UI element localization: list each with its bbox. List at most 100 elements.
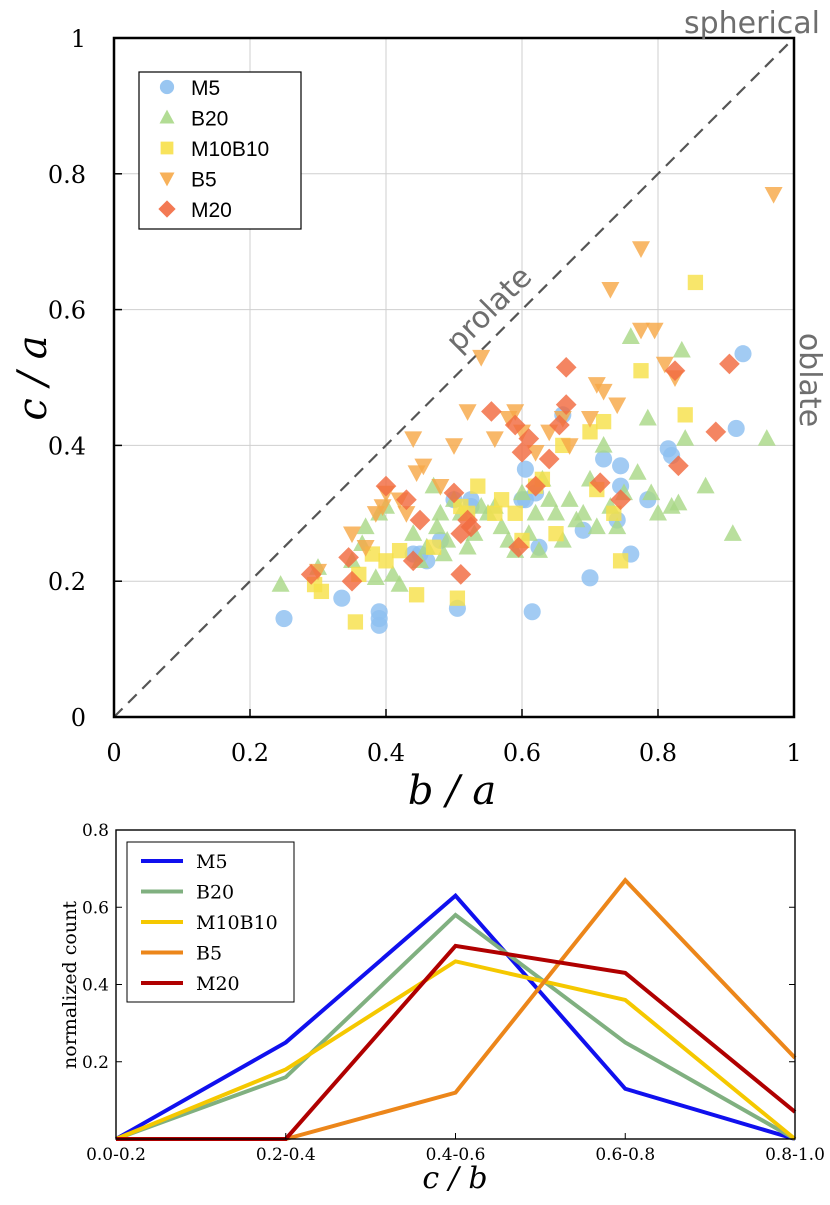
point-m10b10 bbox=[493, 492, 510, 508]
scatter-ytick-label: 0.8 bbox=[48, 161, 86, 189]
point-b5 bbox=[373, 499, 392, 516]
point-m20 bbox=[409, 509, 431, 531]
line-ytick-label: 0.2 bbox=[82, 1053, 109, 1073]
point-b20 bbox=[669, 493, 688, 511]
point-m20 bbox=[375, 475, 397, 497]
point-b20 bbox=[574, 503, 593, 521]
point-b20 bbox=[560, 490, 579, 507]
point-m20 bbox=[300, 564, 322, 585]
line-xtick-label: 0.2-0.4 bbox=[256, 1145, 316, 1165]
point-m10b10 bbox=[391, 542, 408, 559]
scatter-ytick-label: 1 bbox=[71, 25, 86, 53]
scatter-ytick-label: 0.6 bbox=[48, 297, 86, 325]
point-b20 bbox=[628, 463, 647, 480]
point-m20 bbox=[341, 570, 363, 592]
point-m10b10 bbox=[347, 614, 364, 630]
point-b20 bbox=[271, 575, 290, 592]
point-b20 bbox=[540, 490, 559, 507]
point-b20 bbox=[672, 340, 691, 358]
annotation-spherical: spherical bbox=[684, 6, 820, 41]
point-b20 bbox=[608, 517, 627, 535]
point-b5 bbox=[645, 322, 664, 340]
scatter-legend: M5 B20 M10B10 B5 M20 bbox=[138, 71, 302, 230]
point-b5 bbox=[526, 444, 545, 462]
point-m5 bbox=[581, 569, 599, 587]
point-b5 bbox=[632, 322, 650, 340]
point-m20 bbox=[610, 489, 631, 511]
point-b5 bbox=[506, 404, 525, 421]
point-b20 bbox=[696, 476, 715, 494]
point-b5 bbox=[594, 383, 613, 401]
point-b20 bbox=[642, 483, 661, 501]
point-b20 bbox=[621, 327, 640, 344]
point-m20 bbox=[705, 421, 727, 443]
legend-marker-m20 bbox=[158, 200, 176, 218]
point-m20 bbox=[538, 448, 560, 470]
line-ticks: 0.0-0.2 0.2-0.4 0.4-0.6 0.6-0.8 0.8-1.0 0.2 0.… bbox=[82, 821, 825, 1165]
point-m20 bbox=[555, 356, 577, 378]
point-b5 bbox=[601, 282, 620, 299]
point-b20 bbox=[513, 483, 531, 501]
scatter-panel: 0 0.2 0.4 0.6 0.8 1 0 0.2 0.4 0.6 0.8 1 b / a c / a… bbox=[10, 6, 827, 814]
point-b20 bbox=[649, 503, 667, 521]
point-b5 bbox=[458, 404, 477, 421]
point-b20 bbox=[526, 503, 545, 521]
annotation-oblate: oblate bbox=[792, 333, 827, 427]
point-m20 bbox=[549, 414, 570, 436]
point-m10b10 bbox=[507, 505, 523, 521]
point-b20 bbox=[723, 524, 742, 541]
line-legend-label-m10b10: M10B10 bbox=[196, 912, 278, 934]
legend-marker-m5 bbox=[159, 79, 175, 95]
point-m5 bbox=[516, 460, 534, 478]
line-legend-label-m20: M20 bbox=[196, 973, 240, 995]
line-ytick-label: 0.6 bbox=[82, 898, 109, 918]
scatter-ticks: 0 0.2 0.4 0.6 0.8 1 0 0.2 0.4 0.6 0.8 1 bbox=[48, 25, 802, 767]
point-b5 bbox=[431, 478, 450, 496]
point-m10b10 bbox=[677, 407, 693, 423]
point-b5 bbox=[581, 411, 599, 428]
point-b20 bbox=[404, 524, 423, 541]
point-b20 bbox=[757, 429, 776, 446]
scatter-xtick-label: 1 bbox=[786, 739, 801, 767]
point-b20 bbox=[676, 429, 695, 446]
point-b20 bbox=[383, 564, 402, 582]
line-b20 bbox=[115, 912, 796, 1141]
legend-label-m20: M20 bbox=[191, 199, 232, 222]
point-m10b10 bbox=[612, 553, 629, 569]
line-legend: M5 B20 M10B10 B5 M20 bbox=[126, 841, 295, 1003]
scatter-xtick-label: 0.6 bbox=[503, 739, 541, 767]
scatter-xtick-label: 0.2 bbox=[231, 739, 269, 767]
point-m5 bbox=[612, 457, 630, 475]
line-legend-label-b5: B5 bbox=[196, 943, 222, 965]
point-m20 bbox=[450, 523, 472, 545]
point-b5 bbox=[485, 431, 504, 449]
point-b20 bbox=[438, 531, 457, 548]
point-m5 bbox=[275, 609, 293, 628]
legend-label-m10b10: M10B10 bbox=[191, 138, 269, 161]
point-b20 bbox=[547, 503, 565, 521]
point-m10b10 bbox=[633, 363, 649, 379]
point-m10b10 bbox=[449, 590, 466, 606]
line-xtick-label: 0.6-0.8 bbox=[595, 1145, 655, 1165]
point-b20 bbox=[530, 541, 548, 558]
point-m20 bbox=[396, 489, 417, 511]
point-b5 bbox=[472, 349, 491, 367]
point-m20 bbox=[402, 550, 424, 572]
point-m5 bbox=[370, 609, 388, 628]
scatter-plot-frame bbox=[112, 36, 796, 719]
line-m5 bbox=[115, 892, 796, 1141]
line-m10b10 bbox=[115, 959, 797, 1141]
point-m10b10 bbox=[470, 478, 486, 494]
scatter-xtick-label: 0 bbox=[106, 739, 121, 767]
scatter-ytick-label: 0.2 bbox=[48, 568, 86, 596]
point-m20 bbox=[668, 455, 689, 477]
series-m5 bbox=[275, 345, 752, 634]
scatter-xtick-label: 0.8 bbox=[639, 739, 677, 767]
series-b5 bbox=[309, 186, 783, 581]
line-ylabel: normalized count bbox=[59, 901, 81, 1069]
line-legend-label-b20: B20 bbox=[196, 882, 234, 904]
legend-label-m5: M5 bbox=[191, 77, 220, 100]
legend-label-b20: B20 bbox=[191, 108, 228, 131]
point-b20 bbox=[434, 544, 453, 562]
series-m20 bbox=[300, 353, 740, 592]
